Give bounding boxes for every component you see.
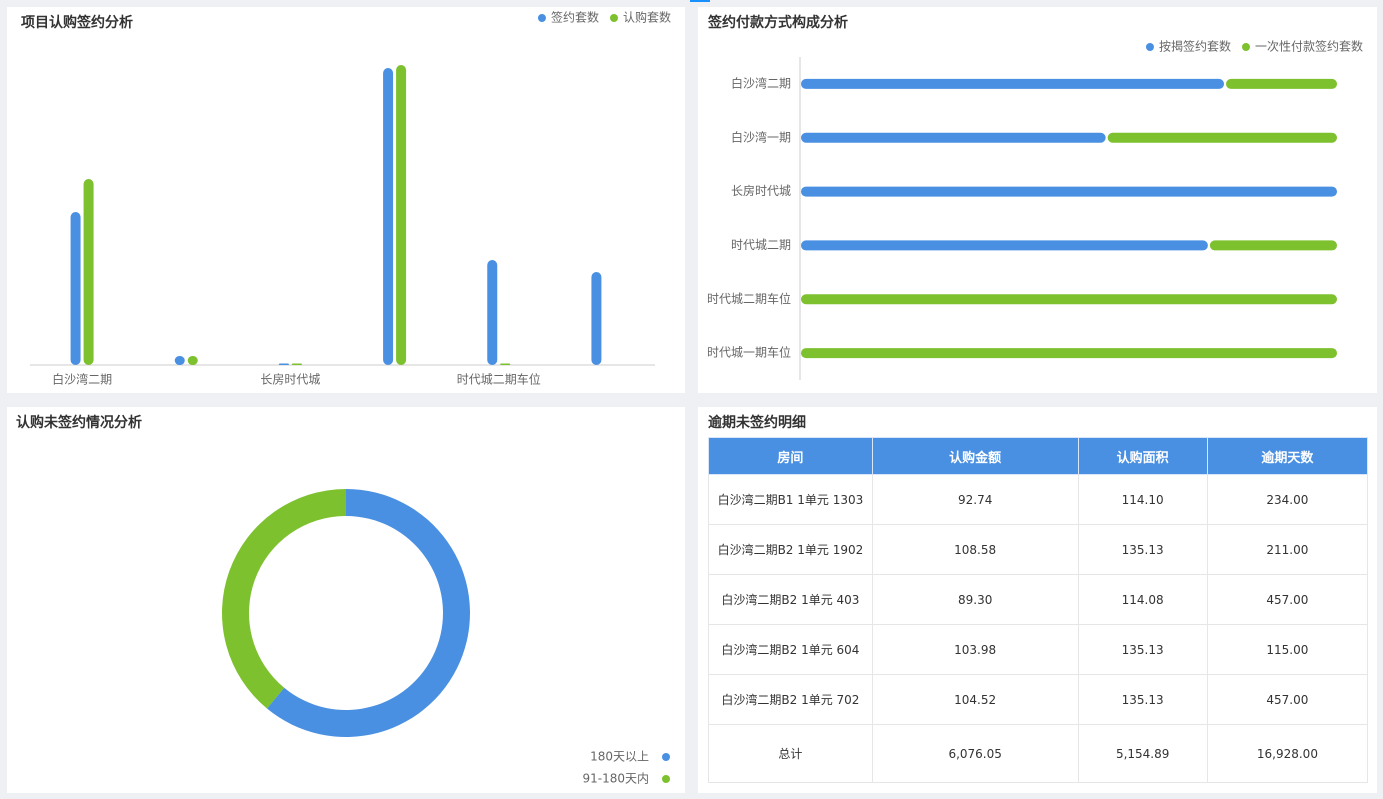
x-tick-label: 长房时代城 bbox=[260, 372, 320, 387]
bar bbox=[70, 212, 81, 365]
column-header: 房间 bbox=[708, 437, 873, 475]
bar bbox=[801, 186, 1337, 197]
bar bbox=[278, 363, 289, 365]
table-cell: 16,928.00 bbox=[1206, 724, 1369, 783]
panel bbox=[698, 7, 1377, 393]
bar bbox=[801, 78, 1225, 89]
table-cell: 总计 bbox=[708, 724, 873, 783]
table-cell: 白沙湾二期B2 1单元 403 bbox=[708, 574, 873, 625]
table-cell: 103.98 bbox=[871, 624, 1079, 675]
bar bbox=[591, 272, 602, 365]
table-row: 白沙湾二期B2 1单元 604 103.98 135.13 115.00 bbox=[708, 624, 1369, 675]
table-cell: 6,076.05 bbox=[871, 724, 1079, 783]
y-tick-label: 长房时代城 bbox=[731, 183, 791, 198]
legend-marker bbox=[537, 14, 546, 22]
chart-title: 项目认购签约分析 bbox=[21, 14, 133, 31]
bar bbox=[383, 68, 394, 365]
table-cell: 457.00 bbox=[1206, 674, 1369, 725]
y-tick-label: 白沙湾二期 bbox=[731, 75, 791, 90]
table-cell: 115.00 bbox=[1206, 624, 1369, 675]
table-cell: 白沙湾二期B2 1单元 1902 bbox=[708, 524, 873, 575]
bar bbox=[291, 363, 302, 365]
y-tick-label: 白沙湾一期 bbox=[731, 129, 791, 144]
table-cell: 211.00 bbox=[1206, 524, 1369, 575]
table-title: 逾期未签约明细 bbox=[708, 414, 806, 431]
legend-marker bbox=[1241, 43, 1250, 51]
x-tick-label: 时代城二期车位 bbox=[457, 372, 541, 387]
legend-marker bbox=[662, 775, 670, 783]
legend-label: 180天以上 bbox=[590, 750, 649, 764]
table-cell: 114.10 bbox=[1077, 474, 1208, 525]
bar bbox=[83, 179, 94, 365]
y-tick-label: 时代城二期 bbox=[731, 238, 791, 252]
bar bbox=[187, 356, 198, 365]
table-cell: 457.00 bbox=[1206, 574, 1369, 625]
table-cell: 108.58 bbox=[871, 524, 1079, 575]
donut-segment bbox=[222, 489, 346, 709]
table-row: 白沙湾二期B2 1单元 403 89.30 114.08 457.00 bbox=[708, 574, 1369, 625]
bar bbox=[1209, 240, 1337, 251]
table-cell: 135.13 bbox=[1077, 524, 1208, 575]
table-row: 白沙湾二期B2 1单元 702 104.52 135.13 457.00 bbox=[708, 674, 1369, 725]
tab-indicator bbox=[690, 0, 710, 2]
legend-marker bbox=[609, 14, 618, 22]
column-header: 逾期天数 bbox=[1206, 437, 1369, 475]
bar bbox=[801, 132, 1106, 143]
table-cell: 135.13 bbox=[1077, 674, 1208, 725]
x-tick-label: 白沙湾二期 bbox=[52, 372, 112, 387]
legend-label: 一次性付款签约套数 bbox=[1255, 39, 1363, 54]
bar bbox=[487, 260, 498, 365]
table-cell: 5,154.89 bbox=[1077, 724, 1208, 783]
table-cell: 104.52 bbox=[871, 674, 1079, 725]
table-cell: 89.30 bbox=[871, 574, 1079, 625]
column-header: 认购金额 bbox=[871, 437, 1079, 475]
header-row: 房间 认购金额 认购面积 逾期天数 bbox=[708, 437, 1369, 475]
detail-table: 房间 认购金额 认购面积 逾期天数 白沙湾二期B1 1单元 1303 92.74 114.1… bbox=[708, 437, 1369, 783]
bar bbox=[396, 65, 407, 365]
y-tick-label: 时代城一期车位 bbox=[707, 345, 791, 360]
chart-title: 签约付款方式构成分析 bbox=[707, 14, 848, 31]
table-cell: 92.74 bbox=[871, 474, 1079, 525]
table-row: 总计 6,076.05 5,154.89 16,928.00 bbox=[708, 724, 1369, 783]
table-cell: 234.00 bbox=[1206, 474, 1369, 525]
table-row: 白沙湾二期B2 1单元 1902 108.58 135.13 211.00 bbox=[708, 524, 1369, 575]
bar bbox=[1107, 132, 1337, 143]
table-cell: 白沙湾二期B2 1单元 604 bbox=[708, 624, 873, 675]
table-cell: 白沙湾二期B2 1单元 702 bbox=[708, 674, 873, 725]
legend-label: 91-180天内 bbox=[582, 772, 649, 786]
bar bbox=[801, 348, 1337, 359]
donut-segment bbox=[266, 489, 471, 738]
panel bbox=[7, 7, 685, 393]
bar bbox=[1226, 78, 1337, 89]
table-row: 白沙湾二期B1 1单元 1303 92.74 114.10 234.00 bbox=[708, 474, 1369, 525]
legend-marker bbox=[1145, 43, 1154, 51]
table-cell: 白沙湾二期B1 1单元 1303 bbox=[708, 474, 873, 525]
legend-label: 签约套数 bbox=[551, 10, 599, 25]
column-header: 认购面积 bbox=[1077, 437, 1208, 475]
legend-label: 认购套数 bbox=[623, 10, 671, 25]
table-cell: 114.08 bbox=[1077, 574, 1208, 625]
table-cell: 135.13 bbox=[1077, 624, 1208, 675]
bar bbox=[801, 294, 1337, 305]
bar bbox=[174, 356, 185, 365]
chart-title: 认购未签约情况分析 bbox=[16, 414, 142, 431]
bar bbox=[500, 363, 511, 365]
legend-marker bbox=[662, 753, 670, 761]
y-tick-label: 时代城二期车位 bbox=[707, 291, 791, 306]
legend-label: 按揭签约套数 bbox=[1159, 39, 1231, 54]
bar bbox=[801, 240, 1208, 251]
